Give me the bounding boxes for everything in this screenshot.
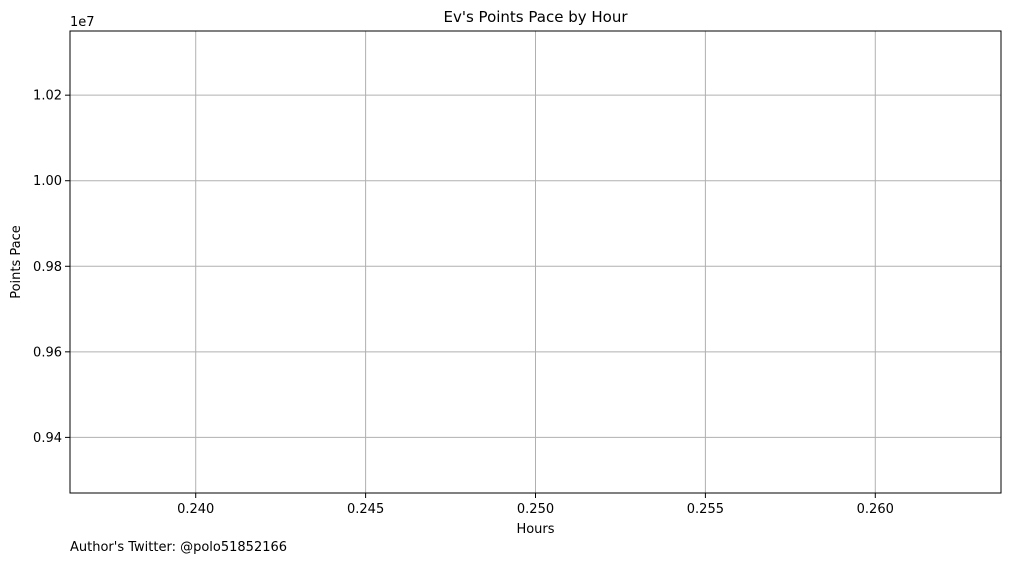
plot-area-frame <box>69 30 1002 494</box>
x-tick-label: 0.245 <box>347 502 384 517</box>
y-tick-label: 1.02 <box>33 89 62 104</box>
axis-ticks: 0.240 0.245 0.250 0.255 0.260 0.94 0.96 0.98 1.0… <box>33 89 894 517</box>
x-tick-label: 0.260 <box>857 502 894 517</box>
y-tick-label: 0.98 <box>33 260 62 275</box>
chart-title: Ev's Points Pace by Hour <box>444 8 629 26</box>
y-tick-label: 0.96 <box>33 345 62 360</box>
y-axis-offset-label: 1e7 <box>70 15 95 30</box>
y-axis-label: Points Pace <box>9 225 24 299</box>
x-tick-label: 0.250 <box>517 502 554 517</box>
y-tick-label: 0.94 <box>33 431 62 446</box>
x-tick-label: 0.240 <box>177 502 214 517</box>
author-credit: Author's Twitter: @polo51852166 <box>70 540 287 555</box>
y-tick-label: 1.00 <box>33 174 62 189</box>
x-axis-label: Hours <box>516 522 554 537</box>
grid <box>70 31 1001 493</box>
x-tick-label: 0.255 <box>687 502 724 517</box>
